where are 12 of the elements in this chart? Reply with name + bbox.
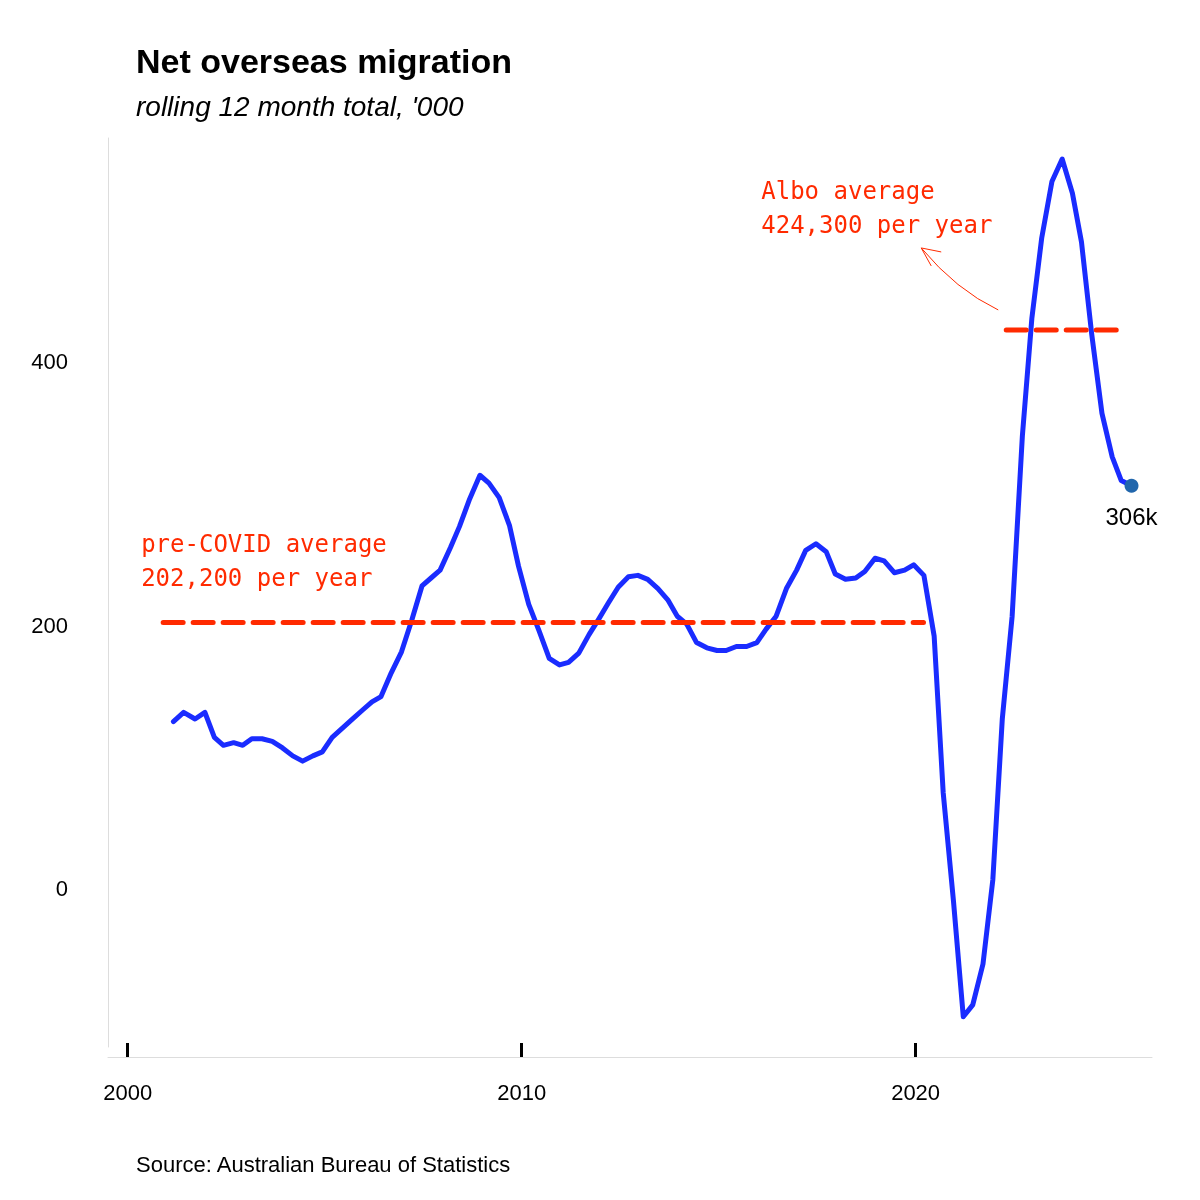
annotation: pre-COVID average 202,200 per year bbox=[141, 529, 387, 592]
y-tick-label: 0 bbox=[55, 876, 68, 902]
data-label: 306k bbox=[1105, 503, 1159, 531]
annotation: Albo average 424,300 per year bbox=[761, 176, 993, 239]
source-note: Source: Australian Bureau of Statistics bbox=[136, 1151, 511, 1177]
y-tick-label: 200 bbox=[31, 612, 68, 638]
chart-title: Net overseas migration bbox=[136, 42, 513, 80]
x-tick-label: 2000 bbox=[103, 1079, 153, 1105]
y-tick-label: 400 bbox=[31, 349, 68, 375]
x-tick-label: 2010 bbox=[497, 1079, 547, 1105]
chart-subtitle: rolling 12 month total, '000 bbox=[136, 90, 464, 122]
x-tick-label: 2020 bbox=[891, 1079, 941, 1105]
